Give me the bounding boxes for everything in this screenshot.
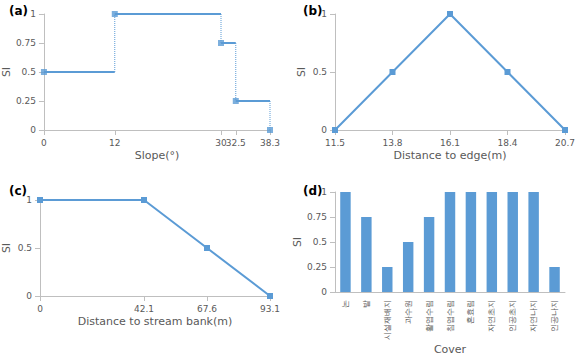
svg-text:자연초지: 자연초지	[487, 300, 496, 332]
svg-text:(d): (d)	[303, 184, 323, 198]
svg-text:Distance to stream bank(m): Distance to stream bank(m)	[78, 315, 233, 328]
svg-text:12: 12	[109, 138, 120, 148]
svg-text:인공나지: 인공나지	[550, 300, 559, 332]
svg-text:0: 0	[321, 287, 327, 297]
svg-text:18.4: 18.4	[497, 138, 517, 148]
svg-text:0.75: 0.75	[16, 38, 36, 48]
svg-text:0.5: 0.5	[313, 67, 327, 77]
svg-text:혼효림: 혼효림	[466, 300, 475, 324]
svg-text:0.25: 0.25	[16, 96, 36, 106]
svg-text:논: 논	[341, 300, 350, 308]
svg-text:0.75: 0.75	[307, 212, 327, 222]
svg-text:SI: SI	[291, 237, 304, 247]
svg-text:Slope(°): Slope(°)	[135, 149, 180, 162]
svg-text:20.7: 20.7	[555, 138, 575, 148]
svg-text:42.1: 42.1	[134, 304, 154, 314]
svg-text:시설재배지: 시설재배지	[383, 300, 392, 340]
svg-text:(b): (b)	[303, 4, 323, 18]
svg-text:0: 0	[321, 125, 327, 135]
svg-text:67.6: 67.6	[197, 304, 217, 314]
svg-text:0.5: 0.5	[22, 67, 36, 77]
svg-text:Distance to edge(m): Distance to edge(m)	[394, 149, 507, 162]
svg-text:0.25: 0.25	[307, 262, 327, 272]
svg-text:밭: 밭	[362, 300, 371, 308]
svg-text:(c): (c)	[9, 184, 27, 198]
svg-text:SI: SI	[0, 243, 13, 253]
svg-text:자연나지: 자연나지	[529, 300, 538, 332]
svg-text:30: 30	[215, 137, 227, 148]
svg-text:인공초지: 인공초지	[508, 300, 517, 332]
svg-text:SI: SI	[295, 67, 308, 77]
svg-text:0.5: 0.5	[313, 237, 327, 247]
svg-text:(a): (a)	[9, 4, 28, 18]
svg-text:93.1: 93.1	[260, 304, 280, 314]
svg-text:16.1: 16.1	[440, 138, 460, 148]
svg-text:11.5: 11.5	[325, 138, 345, 148]
svg-text:32.5: 32.5	[226, 138, 246, 148]
svg-text:0: 0	[26, 291, 32, 301]
svg-text:과수원: 과수원	[404, 300, 413, 324]
svg-text:0.5: 0.5	[18, 243, 32, 253]
svg-text:1: 1	[26, 195, 32, 205]
svg-text:13.8: 13.8	[382, 138, 402, 148]
svg-text:38.3: 38.3	[260, 138, 280, 148]
svg-text:1: 1	[321, 9, 327, 19]
svg-text:침엽수림: 침엽수림	[446, 300, 455, 332]
svg-text:0: 0	[37, 304, 43, 314]
svg-text:0: 0	[41, 138, 47, 148]
svg-text:Cover: Cover	[434, 343, 467, 356]
svg-text:1: 1	[30, 9, 36, 19]
svg-text:SI: SI	[0, 67, 13, 77]
svg-text:1: 1	[321, 187, 327, 197]
svg-text:0: 0	[30, 125, 36, 135]
svg-text:활엽수림: 활엽수림	[425, 300, 434, 332]
